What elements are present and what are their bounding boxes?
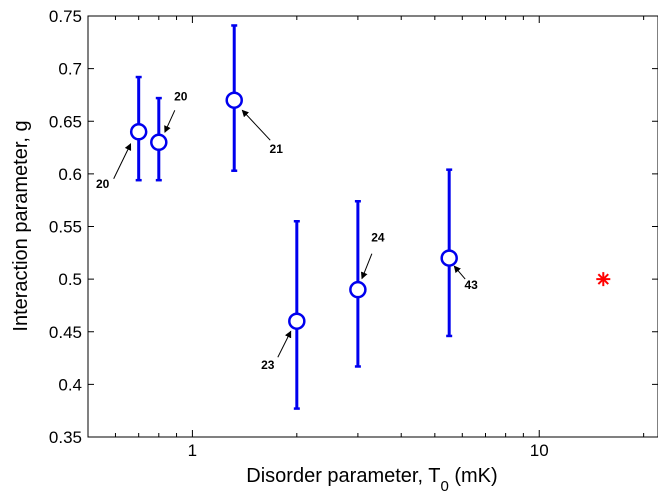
annotation-label: 23 — [261, 358, 275, 372]
y-tick-label: 0.4 — [58, 375, 82, 394]
annotation-label: 24 — [371, 231, 385, 245]
axis-ticks — [87, 15, 658, 438]
axis-tick-labels: 0.35 0.4 0.45 0.5 0.55 0.6 0.65 0.7 0.75 1 10 — [49, 7, 549, 460]
asterisk-stroke — [597, 273, 609, 285]
data-marks — [129, 24, 611, 410]
y-tick-label: 0.35 — [49, 428, 82, 447]
x-axis-title: Disorder parameter, T0 (mK) — [246, 465, 497, 495]
annotation-label: 20 — [174, 89, 188, 103]
y-tick-label: 0.45 — [49, 323, 82, 342]
x-tick-label: 1 — [188, 441, 197, 460]
data-point — [129, 123, 148, 141]
data-point — [288, 312, 306, 330]
annotation-label: 21 — [270, 142, 284, 156]
annotation-label: 43 — [465, 278, 479, 292]
annotation-arrow — [360, 253, 373, 280]
data-point — [349, 280, 367, 299]
annotation-arrow — [241, 109, 271, 141]
plot-area — [87, 15, 658, 438]
point-annotations: 20 20 21 23 24 43 — [96, 89, 478, 372]
asterisk-point — [596, 272, 611, 287]
y-tick-label: 0.65 — [49, 112, 82, 131]
y-tick-label: 0.75 — [49, 7, 82, 26]
y-tick-label: 0.7 — [58, 60, 82, 79]
y-tick-label: 0.6 — [58, 165, 82, 184]
data-point — [150, 133, 168, 152]
annotation-arrow — [453, 265, 466, 280]
data-point — [225, 91, 243, 109]
annotation-arrow — [113, 143, 132, 179]
annotation-arrow — [277, 330, 292, 358]
y-axis-title: Interaction parameter, g — [10, 120, 32, 331]
x-tick-label: 10 — [530, 441, 549, 460]
data-point — [440, 249, 458, 267]
annotation-arrow — [164, 110, 176, 133]
y-tick-label: 0.5 — [58, 270, 82, 289]
y-tick-label: 0.55 — [49, 218, 82, 237]
annotation-label: 20 — [96, 177, 110, 191]
